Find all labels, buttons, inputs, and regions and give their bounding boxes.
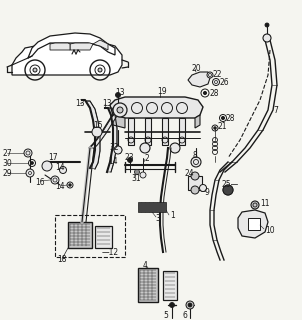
Text: 10: 10 — [265, 226, 275, 235]
Circle shape — [51, 176, 59, 184]
Circle shape — [214, 127, 216, 129]
Text: 14: 14 — [55, 163, 65, 172]
Polygon shape — [93, 40, 108, 50]
Polygon shape — [95, 226, 112, 248]
Circle shape — [251, 201, 259, 209]
Text: 28: 28 — [226, 114, 236, 123]
Circle shape — [127, 157, 133, 163]
Text: 22: 22 — [213, 69, 223, 78]
Text: 13: 13 — [115, 87, 125, 97]
Polygon shape — [179, 118, 185, 145]
Polygon shape — [188, 176, 202, 190]
Polygon shape — [12, 42, 122, 75]
Circle shape — [213, 78, 220, 85]
Text: 7: 7 — [273, 106, 278, 115]
Text: 30: 30 — [2, 158, 12, 167]
Polygon shape — [138, 268, 158, 302]
Circle shape — [191, 172, 199, 180]
Text: 28: 28 — [210, 89, 220, 98]
Circle shape — [140, 143, 150, 153]
Polygon shape — [28, 33, 115, 58]
Circle shape — [114, 146, 122, 154]
Text: 32: 32 — [109, 142, 119, 151]
Circle shape — [117, 107, 123, 113]
Circle shape — [200, 185, 207, 191]
Text: 14: 14 — [108, 156, 117, 165]
Polygon shape — [105, 108, 117, 172]
Polygon shape — [162, 118, 168, 145]
Polygon shape — [110, 97, 203, 118]
Text: 20: 20 — [192, 63, 202, 73]
Polygon shape — [248, 218, 260, 230]
Text: 18: 18 — [57, 255, 66, 265]
Text: 24: 24 — [185, 169, 194, 178]
Circle shape — [24, 149, 32, 157]
Circle shape — [115, 92, 120, 98]
Text: 16: 16 — [35, 178, 45, 187]
Circle shape — [26, 169, 34, 177]
Circle shape — [92, 127, 102, 137]
Circle shape — [113, 103, 127, 117]
Text: 4: 4 — [143, 260, 148, 269]
Circle shape — [31, 162, 34, 164]
Text: 19: 19 — [157, 86, 167, 95]
Circle shape — [42, 161, 52, 171]
Text: 26: 26 — [220, 77, 230, 86]
Text: 13: 13 — [75, 99, 85, 108]
Text: 27: 27 — [2, 148, 11, 157]
Text: 8: 8 — [193, 150, 198, 159]
Text: 23: 23 — [125, 153, 135, 162]
Text: 5: 5 — [163, 311, 168, 320]
Polygon shape — [163, 271, 177, 300]
Text: 6: 6 — [183, 311, 188, 320]
Text: 15: 15 — [93, 121, 103, 130]
Polygon shape — [70, 43, 93, 50]
Bar — [55, 215, 125, 257]
Circle shape — [170, 143, 180, 153]
Circle shape — [188, 303, 192, 307]
Polygon shape — [195, 115, 200, 128]
Circle shape — [69, 184, 71, 186]
Polygon shape — [68, 222, 92, 248]
Circle shape — [186, 301, 194, 309]
Text: 3: 3 — [155, 213, 160, 222]
Circle shape — [191, 186, 199, 194]
Text: 9: 9 — [205, 188, 210, 196]
Circle shape — [207, 72, 213, 78]
Circle shape — [204, 92, 207, 94]
Circle shape — [169, 302, 175, 308]
Circle shape — [98, 68, 102, 72]
Polygon shape — [82, 100, 100, 169]
Text: —12: —12 — [102, 247, 119, 257]
Circle shape — [191, 157, 201, 167]
Text: 29: 29 — [2, 169, 11, 178]
Polygon shape — [188, 72, 210, 87]
Circle shape — [223, 185, 233, 195]
Circle shape — [59, 166, 66, 173]
Text: 25—: 25— — [222, 180, 239, 188]
Circle shape — [33, 68, 37, 72]
Text: 11: 11 — [260, 198, 269, 207]
Polygon shape — [113, 115, 125, 128]
Bar — [138, 202, 166, 212]
Polygon shape — [90, 110, 124, 148]
Polygon shape — [50, 43, 70, 50]
Polygon shape — [128, 118, 134, 145]
Text: 13: 13 — [102, 99, 112, 108]
Text: 1: 1 — [170, 211, 175, 220]
Polygon shape — [145, 118, 151, 145]
Circle shape — [265, 23, 269, 27]
Text: 17: 17 — [48, 153, 58, 162]
Text: 31: 31 — [131, 173, 141, 182]
Polygon shape — [238, 210, 268, 238]
Text: 21: 21 — [218, 122, 227, 131]
Text: 2: 2 — [145, 154, 150, 163]
Circle shape — [221, 116, 224, 119]
Circle shape — [140, 172, 146, 178]
Circle shape — [263, 34, 271, 42]
Text: 14: 14 — [55, 181, 65, 190]
Circle shape — [134, 170, 140, 174]
